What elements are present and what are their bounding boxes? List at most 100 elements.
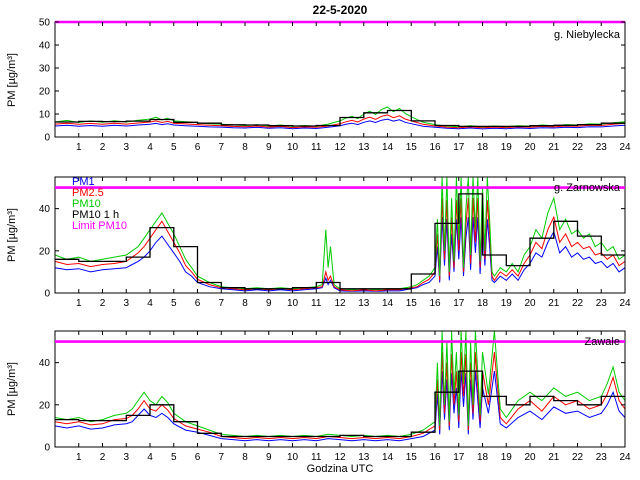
y-tick-label: 40 [39, 358, 51, 369]
series-pm25-niebylecka [54, 114, 626, 129]
x-tick-label: 9 [266, 452, 272, 463]
x-tick-label: 2 [100, 142, 106, 153]
legend-item-limit-pm10: Limit PM10 [72, 220, 128, 232]
series-pm10-1h-niebylecka [55, 109, 625, 128]
x-tick-label: 23 [596, 142, 608, 153]
x-tick-label: 17 [453, 452, 465, 463]
x-tick-label: 22 [572, 142, 584, 153]
y-tick-label: 20 [39, 246, 51, 257]
x-tick-label: 13 [358, 298, 370, 309]
panel-bg-zawale [55, 331, 625, 447]
x-tick-label: 5 [171, 298, 177, 309]
x-tick-label: 21 [548, 142, 560, 153]
legend: PM1 PM2.5 PM10 PM10 1 h Limit PM10 [72, 177, 127, 232]
x-tick-label: 24 [619, 452, 631, 463]
x-tick-label: 20 [524, 142, 536, 153]
x-tick-label: 4 [147, 142, 153, 153]
series-pm10-zarnowska [54, 176, 626, 291]
y-tick-label: 0 [44, 133, 50, 144]
y-axis-label-panel-3: PM [µg/m³] [6, 362, 18, 417]
x-tick-label: 9 [266, 142, 272, 153]
x-tick-label: 8 [242, 298, 248, 309]
panel-niebylecka: 1 2 3 4 5 6 7 8 9 10 11 12 13 14 15 16 17 18 19 20 21 22 23 240… [39, 18, 631, 154]
y-tick-label: 0 [44, 289, 50, 300]
x-tick-label: 11 [311, 452, 322, 463]
x-tick-label: 10 [287, 298, 299, 309]
x-axis-label: Godzina UTC [306, 463, 374, 475]
y-tick-label: 50 [39, 18, 51, 29]
x-tick-label: 21 [548, 452, 560, 463]
x-tick-label: 18 [477, 142, 489, 153]
x-tick-label: 9 [266, 298, 272, 309]
x-tick-label: 2 [100, 452, 106, 463]
legend-item-pm10-1-h: PM10 1 h [72, 209, 120, 221]
y-tick-label: 40 [39, 41, 51, 52]
y-tick-label: 20 [39, 87, 51, 98]
series-pm1-niebylecka [54, 118, 626, 130]
x-tick-label: 6 [195, 298, 201, 309]
chart-title: 22-5-2020 [312, 3, 368, 17]
x-tick-label: 23 [596, 452, 608, 463]
x-tick-label: 17 [453, 298, 465, 309]
x-tick-label: 17 [453, 142, 465, 153]
y-tick-label: 0 [44, 443, 50, 454]
x-tick-label: 12 [334, 298, 346, 309]
x-tick-label: 18 [477, 298, 489, 309]
x-tick-label: 24 [619, 142, 631, 153]
station-label-zawale: Zawale [584, 336, 620, 348]
x-tick-label: 3 [123, 142, 129, 153]
x-tick-label: 20 [524, 298, 536, 309]
x-tick-label: 22 [572, 298, 584, 309]
x-tick-label: 1 [76, 142, 82, 153]
x-tick-label: 5 [171, 452, 177, 463]
x-tick-label: 14 [382, 142, 394, 153]
x-tick-label: 16 [429, 452, 441, 463]
x-tick-label: 4 [147, 298, 153, 309]
station-label-zarnowska: g. Zarnowska [553, 182, 620, 194]
x-tick-label: 13 [358, 452, 370, 463]
x-tick-label: 13 [358, 142, 370, 153]
x-tick-label: 1 [76, 298, 82, 309]
x-tick-label: 18 [477, 452, 489, 463]
x-tick-label: 10 [287, 452, 299, 463]
x-tick-label: 7 [218, 452, 224, 463]
x-tick-label: 10 [287, 142, 299, 153]
x-tick-label: 3 [123, 298, 129, 309]
x-tick-label: 16 [429, 142, 441, 153]
series-pm10-1h-zawale [55, 370, 625, 438]
x-tick-label: 20 [524, 452, 536, 463]
station-label-niebylecka: g. Niebylecka [553, 29, 620, 41]
y-axis-label-panel-2: PM [µg/m³] [6, 208, 18, 263]
legend-item-pm1: PM1 [72, 176, 95, 188]
y-tick-label: 30 [39, 64, 51, 75]
x-tick-label: 8 [242, 142, 248, 153]
y-tick-label: 10 [39, 110, 51, 121]
x-tick-label: 23 [596, 298, 608, 309]
x-tick-label: 15 [406, 298, 418, 309]
x-tick-label: 3 [123, 452, 129, 463]
x-tick-label: 15 [406, 142, 418, 153]
x-tick-label: 15 [406, 452, 418, 463]
panel-zarnowska: 1 2 3 4 5 6 7 8 9 10 11 12 13 14 15 16 17 18 19 20 21 22 23 240… [39, 176, 631, 309]
y-tick-label: 20 [39, 400, 51, 411]
x-tick-label: 11 [311, 298, 322, 309]
legend-item-pm10: PM10 [72, 198, 101, 210]
x-tick-label: 7 [218, 142, 224, 153]
x-tick-label: 16 [429, 298, 441, 309]
x-tick-label: 14 [382, 298, 394, 309]
x-tick-label: 4 [147, 452, 153, 463]
x-tick-label: 7 [218, 298, 224, 309]
y-tick-label: 40 [39, 204, 51, 215]
x-tick-label: 19 [501, 298, 513, 309]
x-tick-label: 14 [382, 452, 394, 463]
x-tick-label: 21 [548, 298, 560, 309]
x-tick-label: 11 [311, 142, 322, 153]
x-tick-label: 5 [171, 142, 177, 153]
legend-item-pm2-5: PM2.5 [72, 187, 104, 199]
x-tick-label: 19 [501, 142, 513, 153]
x-tick-label: 12 [334, 452, 346, 463]
x-tick-label: 6 [195, 142, 201, 153]
x-tick-label: 1 [76, 452, 82, 463]
